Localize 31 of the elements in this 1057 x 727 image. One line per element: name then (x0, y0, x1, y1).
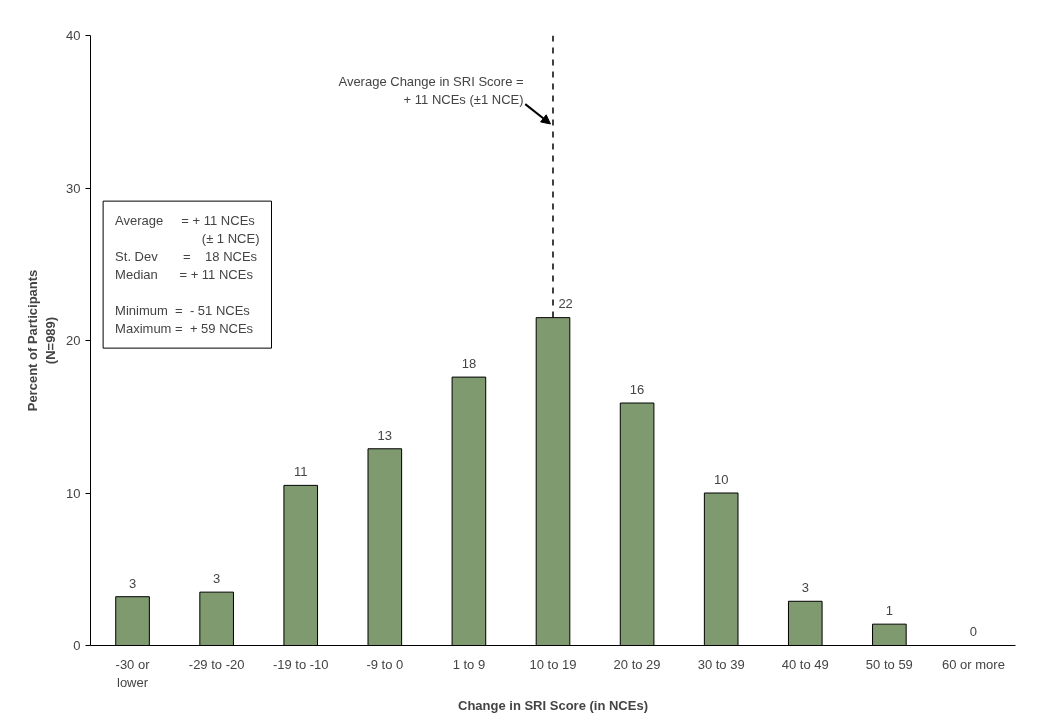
data-label: 18 (461, 355, 477, 371)
data-label: 3 (213, 570, 221, 586)
data-label: 13 (377, 427, 393, 443)
text: Average = + 11 NCEs (± 1 NCE) St. Dev = 18 NCEs Median = + 11 NCEs Minimum = - 51 NCEs Maximum = + 59 NCEs (115, 213, 260, 337)
x-tick-label: -30 or lower (115, 656, 151, 690)
x-axis-title: Change in SRI Score (in NCEs) (458, 697, 648, 713)
data-label: 16 (629, 381, 645, 397)
y-tick-label: 20 (66, 333, 81, 348)
x-tick-label: -29 to -20 (188, 656, 245, 672)
x-tick-label: 30 to 39 (697, 656, 745, 672)
annotation: Average Change in SRI Score = + 11 NCEs (±1 NCE) (338, 73, 524, 107)
data-label: 3 (801, 580, 809, 596)
y-tick-label: 10 (66, 485, 81, 501)
data-label: 0 (969, 624, 978, 640)
y-axis-title: Percent of Participants (N=989) (25, 269, 59, 412)
x-tick-label: -9 to 0 (366, 656, 404, 672)
x-tick-label: 1 to 9 (452, 656, 486, 672)
data-label: 10 (713, 471, 729, 487)
x-tick-label: 50 to 59 (865, 656, 913, 672)
x-tick-label: -19 to -10 (272, 656, 329, 672)
data-label: 1 (885, 603, 893, 618)
data-label: 11 (293, 464, 308, 480)
y-tick-label: 30 (66, 180, 81, 196)
data-label: 3 (128, 575, 137, 591)
x-tick-label: 40 to 49 (781, 656, 829, 672)
x-tick-label: 60 or more (942, 656, 1005, 672)
x-tick-label: 20 to 29 (613, 656, 661, 672)
y-tick-label: 0 (73, 638, 81, 653)
y-tick-label: 40 (66, 28, 81, 43)
data-label: 22 (558, 296, 573, 312)
x-tick-label: 10 to 19 (529, 656, 577, 672)
